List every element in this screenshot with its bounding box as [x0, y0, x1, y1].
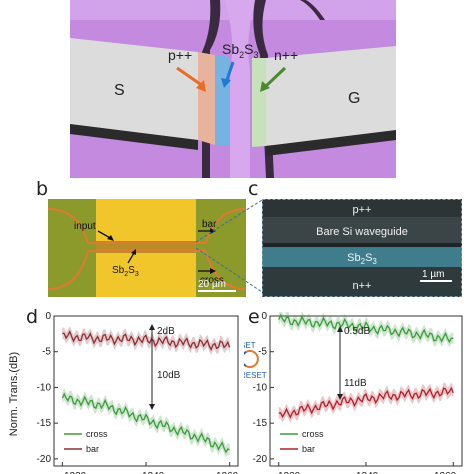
scalebar-b-label: 20 µm: [198, 279, 226, 290]
gold-pad-bottom: [96, 253, 196, 297]
p-region: [198, 52, 215, 145]
zoom-connectors: [196, 199, 263, 293]
metal-pad-s: [70, 38, 198, 140]
gold-pad-top: [96, 199, 196, 241]
sb2s3-region: [215, 55, 230, 146]
d-ytick-label-0: -20: [37, 454, 52, 465]
layer-p: p++: [353, 204, 372, 216]
e-ytick-label-1: -15: [253, 418, 268, 429]
label-n: n++: [274, 47, 298, 63]
n-arrow: [264, 66, 287, 88]
layer-sb2s3: Sb2S3: [347, 252, 377, 266]
panel-letter-b: b: [36, 178, 49, 200]
scalebar-c-label: 1 µm: [422, 269, 444, 280]
xtick-d-1360: 1360: [216, 471, 239, 474]
label-sb2s3: Sb2S3: [222, 41, 259, 60]
xtick-d-1340: 1340: [142, 471, 165, 474]
micrograph: input bar cross Sb2S3 20 µm: [48, 199, 246, 297]
label-set: SET: [244, 341, 256, 350]
xtick-e-1360: 1360: [434, 471, 457, 474]
annot-d-top: 2dB: [157, 326, 175, 337]
panel-letter-d: d: [26, 306, 39, 328]
d-ytick-label-3: -5: [42, 347, 51, 358]
d-ytick-label-4: 0: [45, 312, 51, 322]
label-input: input: [74, 221, 96, 232]
d-series-cross: [61, 392, 230, 454]
panel-letter-c: c: [248, 178, 259, 200]
d-ytick-label-1: -15: [37, 418, 52, 429]
set-reset-icon: [245, 350, 259, 368]
label-bar: bar: [202, 219, 217, 230]
chart-d: -20 -15 -10 -5 0 2dB 10dB cross bar 1320 134…: [37, 312, 239, 474]
legend-bar-d: bar: [86, 444, 99, 454]
d-band-cross: [62, 388, 230, 458]
y-axis-label: Norm. Trans.(dB): [8, 351, 20, 437]
chart-e: -20-15-10-50 SET RESET 0.5dB 11dB cross …: [244, 312, 463, 474]
xtick-e-1320: 1320: [278, 471, 301, 474]
layer-si: Bare Si waveguide: [316, 226, 408, 238]
xtick-e-1340: 1340: [356, 471, 379, 474]
e-series-cross: [278, 313, 454, 344]
label-p: p++: [168, 47, 192, 63]
e-series-bar: [278, 386, 454, 419]
annot-e-bottom: 11dB: [344, 378, 367, 389]
label-g: G: [348, 90, 360, 107]
metal-pad-g: [266, 46, 396, 146]
device-schematic: S G p++ n++ Sb2S3: [70, 0, 396, 178]
legend-bar-e: bar: [302, 444, 315, 454]
sb-arrow: [225, 61, 235, 81]
label-reset: RESET: [244, 371, 267, 380]
e-ytick-label-4: 0: [261, 312, 267, 322]
d-ytick-label-2: -10: [37, 382, 52, 393]
panel-letter-e: e: [248, 306, 260, 328]
n-region: [252, 58, 266, 147]
annot-d-bottom: 10dB: [157, 370, 181, 381]
label-cross: cross: [200, 275, 224, 286]
d-band-bar: [62, 326, 230, 356]
e-ytick-label-3: -5: [258, 347, 267, 358]
legend-cross-d: cross: [86, 429, 108, 439]
d-series-bar: [62, 330, 231, 352]
e-ytick-label-2: -10: [253, 382, 268, 393]
legend-cross-e: cross: [302, 429, 324, 439]
xtick-d-1320: 1320: [64, 471, 87, 474]
layer-n: n++: [353, 280, 372, 292]
sem-image: p++ Bare Si waveguide Sb2S3 n++ 1 µm: [262, 199, 462, 297]
sb-layer: [262, 247, 462, 267]
e-ytick-label-0: -20: [253, 454, 268, 465]
label-sb2s3-b: Sb2S3: [112, 265, 139, 278]
annot-e-top: 0.5dB: [344, 326, 370, 337]
p-arrow: [176, 66, 204, 88]
label-s: S: [114, 82, 125, 99]
